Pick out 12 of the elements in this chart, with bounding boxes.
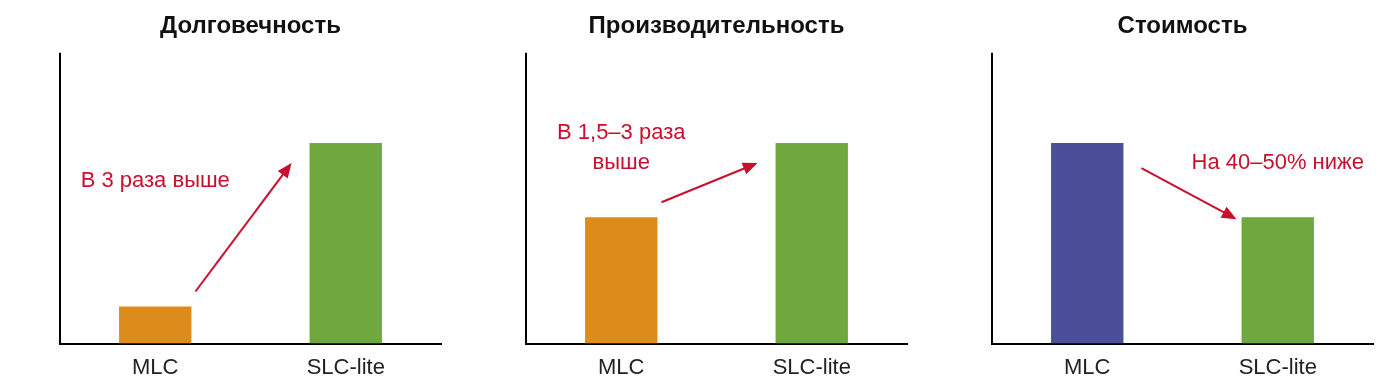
chart-title: Долговечность	[160, 11, 341, 39]
chart-title: Производительность	[588, 11, 845, 39]
chart-title: Стоимость	[1117, 11, 1248, 39]
annotation: В 1,5–3 раза выше	[556, 118, 687, 177]
x-tick-label: MLC	[598, 353, 645, 379]
annotation: В 3 раза выше	[79, 166, 231, 194]
annotation: На 40–50% ниже	[1190, 148, 1365, 177]
x-tick-label: SLC-lite	[306, 353, 385, 379]
x-tick-label: SLC-lite	[772, 353, 851, 379]
x-tick-label: MLC	[1064, 353, 1111, 379]
x-tick-label: SLC-lite	[1238, 353, 1317, 379]
x-tick-label: MLC	[132, 353, 179, 379]
